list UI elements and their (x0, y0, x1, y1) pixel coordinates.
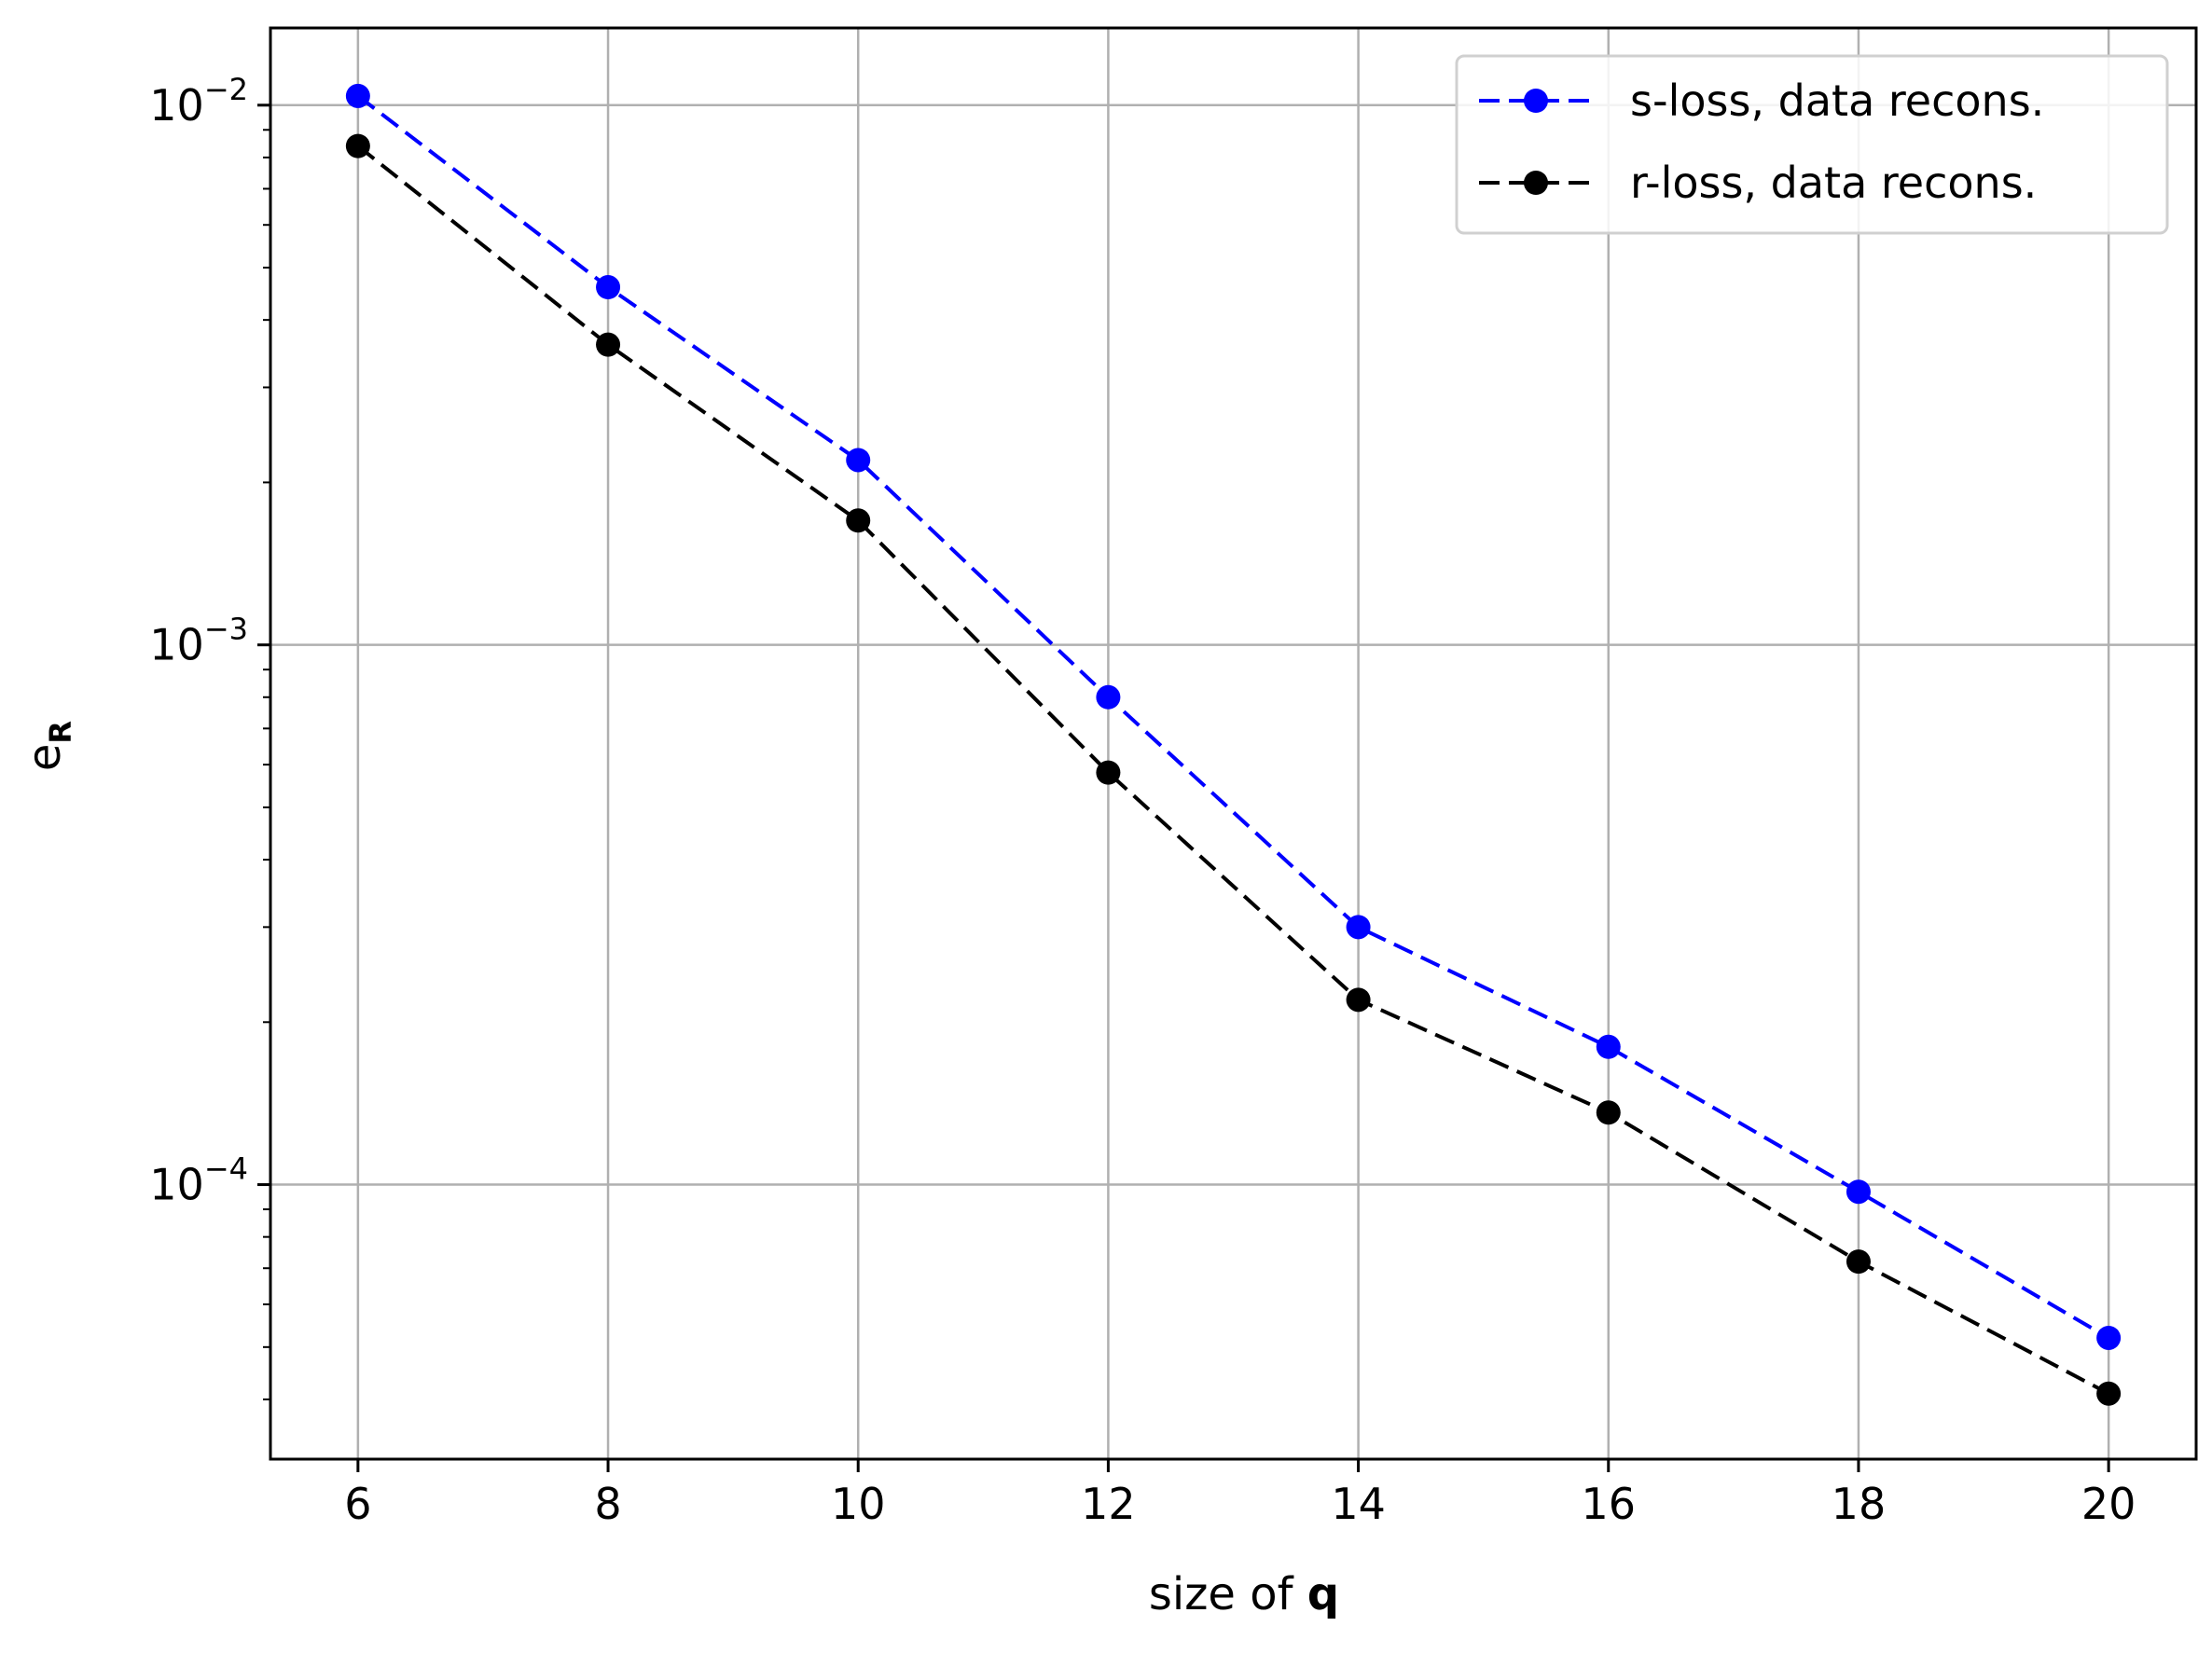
x-axis-ticks: 6 8 10 12 14 16 18 20 (344, 1459, 2136, 1529)
y-tick-label: 10−2 (149, 72, 248, 131)
legend-item: r-loss, data recons. (1479, 158, 2037, 208)
data-point (1596, 1100, 1621, 1125)
x-tick-label: 12 (1081, 1479, 1136, 1529)
data-point (1346, 987, 1371, 1013)
legend-label: r-loss, data recons. (1630, 158, 2037, 208)
data-point (2096, 1325, 2122, 1350)
data-point (596, 275, 621, 300)
y-tick-label: 10−4 (149, 1151, 248, 1210)
legend-box (1455, 54, 2169, 235)
x-tick-label: 20 (2081, 1479, 2136, 1529)
legend-marker (1524, 171, 1548, 195)
x-tick-label: 18 (1832, 1479, 1887, 1529)
x-tick-label: 6 (344, 1479, 371, 1529)
data-point (846, 508, 871, 533)
legend-label: s-loss, data recons. (1630, 76, 2044, 126)
x-tick-label: 8 (594, 1479, 621, 1529)
series-line (356, 145, 2110, 1396)
series-r-loss (345, 133, 2122, 1406)
data-point (2096, 1381, 2122, 1406)
data-point (1596, 1034, 1621, 1059)
series-layer (345, 83, 2122, 1406)
y-axis-label: eR (19, 721, 78, 771)
grid-lines (270, 28, 2196, 1459)
data-point (1096, 684, 1121, 710)
data-point (345, 133, 370, 159)
data-point (1846, 1179, 1871, 1205)
legend-item: s-loss, data recons. (1479, 76, 2044, 126)
data-point (1346, 915, 1371, 940)
x-axis-label: size of q (1149, 1568, 1339, 1620)
y-axis-ticks: 10−2 10−3 10−4 (149, 72, 270, 1400)
data-point (846, 448, 871, 473)
x-tick-label: 10 (831, 1479, 886, 1529)
data-point (596, 332, 621, 357)
legend: s-loss, data recons. r-loss, data recons. (1455, 54, 2169, 235)
x-tick-label: 14 (1331, 1479, 1386, 1529)
legend-marker (1524, 89, 1548, 113)
data-point (1846, 1249, 1871, 1275)
series-line (356, 94, 2110, 1340)
x-tick-label: 16 (1581, 1479, 1636, 1529)
data-point (345, 83, 370, 108)
data-point (1096, 760, 1121, 785)
plot-area-frame (269, 26, 2198, 1461)
series-s-loss (345, 83, 2122, 1350)
y-tick-label: 10−3 (149, 612, 248, 670)
